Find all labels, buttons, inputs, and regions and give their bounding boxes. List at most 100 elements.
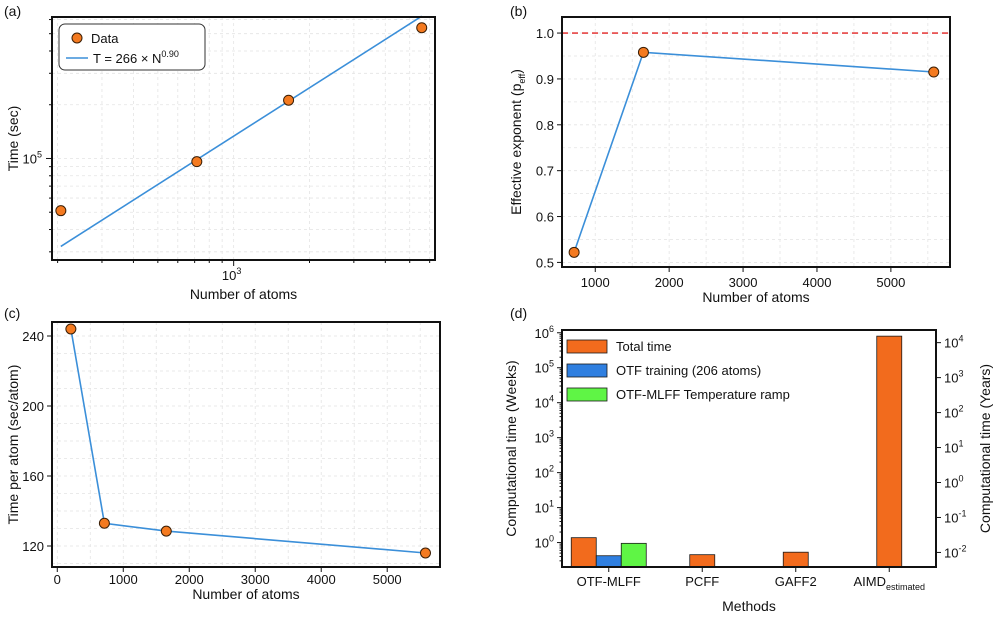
panel-b-ytick-label: 0.7 [536,164,554,179]
panel-d-ytick-label-exp: 6 [549,324,554,334]
panel-b-label: (b) [510,3,527,19]
panel-a-xtick-label-exp: 3 [236,266,241,276]
panel-c-ylabel: Time per atom (sec/atom) [5,365,21,525]
panel-c-xtick-label: 4000 [307,572,336,587]
panel-a-ylabel: Time (sec) [5,106,21,172]
panel-a-xtick-label: 103 [222,266,241,283]
panel-d-y2tick-label-base: 10 [944,545,958,560]
panel-d-category-text: AIMD [853,574,886,589]
panel-d-category-label: OTF-MLFF [577,574,641,589]
panel-d-legend-swatch [566,387,608,402]
panel-d-y2tick-label-exp: -1 [958,508,966,518]
panel-b-data-point [637,46,649,58]
panel-b-ytick-label: 0.5 [536,255,554,270]
panel-c-data-point [65,323,77,335]
panel-d-y2tick-label: 10-1 [944,508,966,525]
panel-a-fit-line [60,15,423,248]
panel-c-series-line [70,328,426,554]
panel-a-legend [58,23,206,71]
panel-d-ytick-label-exp: 4 [549,394,554,404]
panel-d-category-label: AIMDestimated [853,574,925,592]
panel-a-ytick-label-base: 10 [23,151,37,166]
panel-b-series-line [573,51,934,253]
panel-d-category-sub: estimated [886,582,925,592]
panel-c-label: (c) [4,305,20,321]
panel-d-ytick-label: 106 [535,324,554,341]
panel-c-ytick-label: 160 [22,469,44,484]
panel-a-frame [51,16,436,261]
panel-a-xtick-label-base: 10 [222,268,236,283]
panel-d-ytick-label-base: 10 [535,431,549,446]
panel-d-ytick-label-exp: 0 [549,534,554,544]
panel-c-xtick-label: 2000 [175,572,204,587]
panel-d-y2tick-label-exp: 2 [958,404,963,414]
panel-c-xtick-label: 3000 [241,572,270,587]
panel-d-legend-label: OTF training (206 atoms) [616,363,761,378]
panel-b-data-point [568,246,580,258]
panel-a-data-point [55,205,67,217]
panel-b-xtick-label: 4000 [803,275,832,290]
panel-a-label: (a) [4,3,21,19]
panel-c-data-point [160,525,172,537]
panel-c-ytick-label: 120 [22,539,44,554]
panel-b-frame [561,16,951,268]
panel-d-ytick-label-exp: 3 [549,429,554,439]
panel-d-y2tick-label: 104 [944,334,963,351]
panel-b-ytick-label: 0.9 [536,72,554,87]
panel-b-ylabel-end: ) [508,69,524,74]
panel-c-ytick-label: 200 [22,399,44,414]
panel-d-y2tick-label-base: 10 [944,510,958,525]
panel-d-y2tick-label: 10-2 [944,543,966,560]
panel-c-xtick-label: 0 [54,572,61,587]
panel-c-data-point [98,517,110,529]
panel-d-y2tick-label-base: 10 [944,476,958,491]
panel-a-data-point [283,94,295,106]
panel-c-xtick-label: 5000 [373,572,402,587]
panel-a-legend-marker [71,32,83,44]
panel-d-ytick-label: 100 [535,534,554,551]
panel-d-ytick-label-base: 10 [535,361,549,376]
panel-d-ytick-label: 103 [535,429,554,446]
panel-d-bar [620,542,647,568]
panel-d-y2tick-label-base: 10 [944,441,958,456]
panel-d-frame [561,329,937,568]
panel-d-ytick-label-base: 10 [535,326,549,341]
panel-b-ytick-label: 1.0 [536,26,554,41]
panel-d-y2tick-label-exp: -2 [958,543,966,553]
panel-d-legend-swatch [566,363,608,378]
panel-b-xtick-label: 2000 [655,275,684,290]
panel-a-data-point [191,156,203,168]
panel-d-ytick-label-exp: 1 [549,499,554,509]
panel-b-xlabel: Number of atoms [702,289,809,305]
panel-d-ytick-label-exp: 5 [549,359,554,369]
panel-d-category-label: PCFF [685,574,719,589]
panel-d-bar [570,537,597,568]
panel-d-ytick-label: 102 [535,464,554,481]
panel-d-xlabel: Methods [722,598,776,614]
panel-a-legend-fit-exp: 0.90 [161,49,179,59]
panel-d-bar [689,554,716,568]
panel-d-ytick-label-base: 10 [535,396,549,411]
panel-d-category-text: OTF-MLFF [577,574,641,589]
panel-d-y2tick-label: 100 [944,474,963,491]
panel-b-ylabel-text: Effective exponent (p [508,83,524,214]
panel-c-xlabel: Number of atoms [192,586,299,602]
panel-d-category-label: GAFF2 [775,574,817,589]
panel-a-data-point [416,22,428,34]
panel-a-ytick-label-exp: 5 [37,149,42,159]
panel-d-bar [595,555,622,568]
panel-d-category-text: PCFF [685,574,719,589]
panel-d-y2tick-label-base: 10 [944,406,958,421]
panel-d-y2tick-label-exp: 3 [958,369,963,379]
panel-d-y2tick-label-exp: 0 [958,474,963,484]
panel-d-bar [876,335,903,568]
panel-d-ylabel: Computational time (Weeks) [503,360,519,536]
panel-a-ytick-label: 105 [23,149,42,166]
panel-c-xtick-label: 1000 [109,572,138,587]
panel-d-y2tick-label-exp: 1 [958,439,963,449]
panel-d-y2tick-label-exp: 4 [958,334,963,344]
panel-b-data-point [928,66,940,78]
panel-b-xtick-label: 3000 [729,275,758,290]
panel-d-label: (d) [510,305,527,321]
